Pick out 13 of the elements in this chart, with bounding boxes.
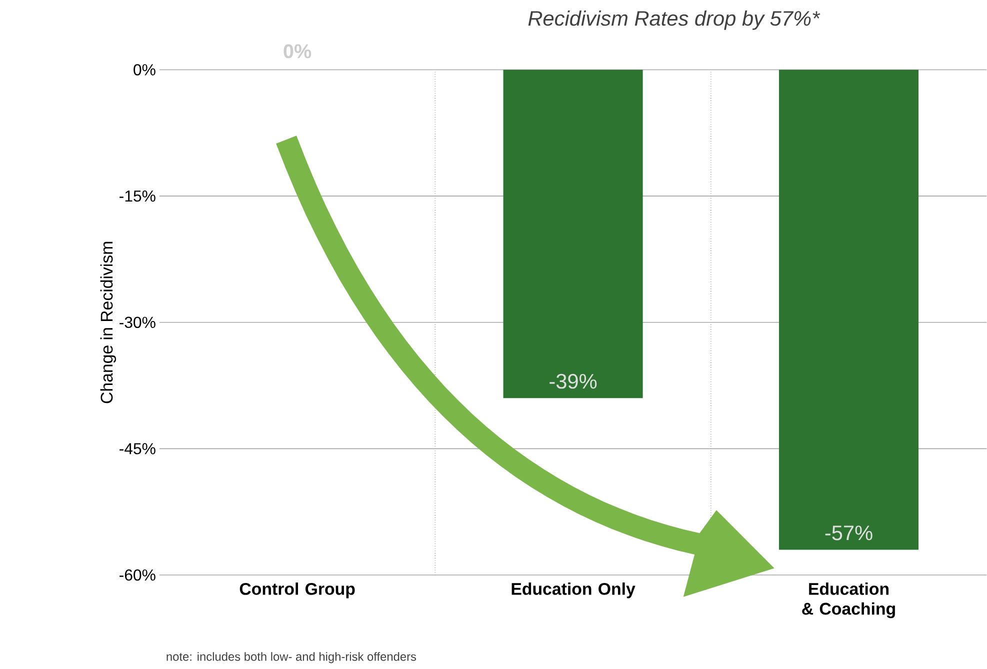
y-tick-label: -45%	[120, 443, 156, 454]
y-tick-label: -15%	[120, 190, 156, 202]
x-tick-label: Education & Coaching	[802, 582, 895, 618]
x-tick-label: Education Only	[512, 582, 636, 598]
y-axis-title: Change in Recidivism	[100, 242, 116, 404]
text: note: includes both low- and high-risk offenders	[166, 652, 416, 664]
y-tick-label: -60%	[120, 570, 156, 581]
x-tick-label: Control Group	[240, 582, 355, 598]
data-label: -57%	[825, 526, 872, 540]
chart-title: Recidivism Rates drop by 57%*	[528, 10, 820, 30]
y-tick-label: -30%	[120, 316, 156, 328]
data-label: -39%	[550, 374, 597, 389]
y-tick-label: 0%	[134, 64, 156, 76]
